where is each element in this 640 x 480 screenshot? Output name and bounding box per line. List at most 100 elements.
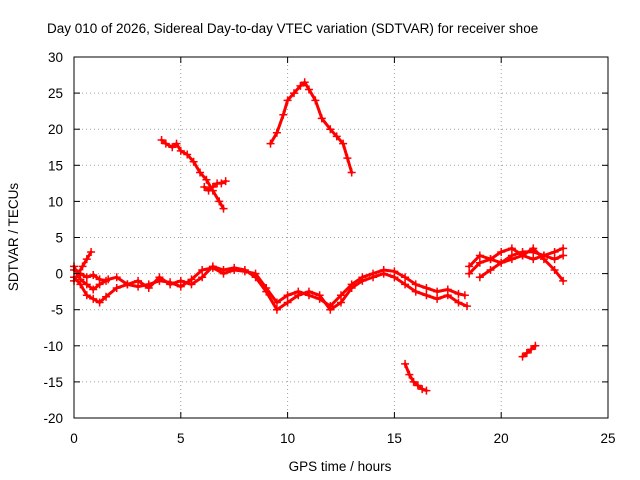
data-point-marker — [168, 143, 177, 152]
series-line — [72, 264, 469, 312]
data-point-marker — [559, 244, 568, 253]
data-point-marker — [176, 146, 185, 155]
data-point-marker — [347, 168, 356, 177]
data-point-marker — [215, 197, 224, 206]
x-tick-label: 20 — [494, 431, 509, 446]
data-point-marker — [465, 269, 474, 278]
data-point-marker — [102, 292, 111, 301]
data-point-marker — [95, 275, 104, 284]
data-point-marker — [183, 150, 192, 159]
y-tick-label: -5 — [51, 303, 63, 318]
data-point-marker — [507, 244, 516, 253]
data-point-marker — [497, 247, 506, 256]
series-line — [467, 246, 565, 276]
data-point-marker — [475, 258, 484, 267]
data-point-marker — [529, 247, 538, 256]
data-point-marker — [294, 291, 303, 300]
data-point-marker — [550, 265, 559, 274]
data-point-marker — [465, 262, 474, 271]
data-point-marker — [317, 114, 326, 123]
data-point-marker — [454, 289, 463, 298]
data-point-marker — [347, 284, 356, 293]
series-7 — [266, 78, 356, 177]
data-point-marker — [219, 204, 228, 213]
series-1 — [70, 262, 472, 314]
grid-lines — [74, 57, 608, 418]
data-point-marker — [82, 255, 91, 264]
x-tick-label: 25 — [600, 431, 615, 446]
data-point-marker — [326, 125, 335, 134]
data-point-marker — [339, 139, 348, 148]
data-point-marker — [112, 284, 121, 293]
data-point-marker — [411, 280, 420, 289]
data-point-marker — [518, 352, 527, 361]
data-point-marker — [332, 132, 341, 141]
chart-title: Day 010 of 2026, Sidereal Day-to-day VTE… — [47, 21, 538, 36]
x-tick-label: 5 — [177, 431, 185, 446]
data-point-marker — [155, 273, 164, 282]
data-point-marker — [337, 291, 345, 300]
data-point-marker — [112, 273, 121, 282]
y-tick-label: 0 — [55, 267, 63, 282]
data-point-marker — [283, 96, 292, 105]
data-point-marker — [290, 89, 299, 98]
data-point-marker — [161, 139, 170, 148]
data-point-marker — [527, 345, 536, 354]
data-point-marker — [266, 139, 275, 148]
y-axis-label: SDTVAR / TECUs — [6, 183, 21, 292]
data-point-marker — [204, 186, 213, 195]
data-point-marker — [89, 271, 98, 280]
series-6 — [475, 247, 568, 282]
data-point-marker — [219, 265, 228, 274]
data-point-marker — [550, 247, 559, 256]
data-point-marker — [262, 287, 271, 296]
data-point-marker — [559, 276, 568, 285]
data-point-marker — [272, 305, 281, 314]
data-point-marker — [531, 341, 540, 350]
data-point-marker — [82, 291, 91, 300]
data-point-marker — [78, 262, 87, 271]
y-tick-label: 30 — [48, 50, 63, 65]
x-axis-label: GPS time / hours — [289, 459, 392, 474]
data-point-marker — [230, 263, 239, 272]
x-tick-label: 0 — [70, 431, 78, 446]
x-tick-label: 15 — [387, 431, 402, 446]
y-tick-label: 10 — [48, 194, 63, 209]
data-point-marker — [251, 273, 260, 282]
data-point-marker — [283, 291, 292, 300]
data-point-marker — [304, 287, 313, 296]
data-point-marker — [279, 110, 288, 119]
data-point-marker — [475, 251, 484, 260]
data-point-marker — [300, 78, 309, 87]
data-point-marker — [413, 381, 422, 390]
data-point-marker — [283, 298, 292, 307]
data-point-marker — [418, 385, 427, 394]
data-point-marker — [89, 285, 98, 294]
data-point-marker — [390, 273, 399, 282]
series-10 — [401, 359, 431, 395]
data-point-marker — [189, 157, 198, 166]
data-point-marker — [507, 251, 516, 260]
axis-ticks: 0 5 10 15 20 25 -20 -15 -10 -5 0 5 10 15 20 25 30 — [43, 50, 615, 446]
series-line — [467, 246, 565, 283]
data-point-marker — [187, 280, 196, 289]
data-point-marker — [198, 273, 207, 282]
y-tick-label: 15 — [48, 158, 63, 173]
data-point-marker — [272, 128, 281, 137]
data-point-marker — [144, 284, 153, 293]
data-point-marker — [95, 298, 104, 307]
data-point-marker — [87, 247, 96, 256]
data-point-marker — [550, 255, 559, 264]
data-point-marker — [433, 294, 442, 303]
y-tick-label: -15 — [43, 375, 63, 390]
data-point-marker — [196, 168, 205, 177]
data-point-marker — [102, 276, 111, 285]
data-point-marker — [337, 298, 345, 307]
y-tick-label: 20 — [48, 122, 63, 137]
data-point-marker — [559, 251, 568, 260]
data-point-marker — [202, 175, 211, 184]
data-point-marker — [529, 255, 538, 264]
data-point-marker — [89, 294, 98, 303]
data-point-marker — [422, 291, 431, 300]
data-point-marker — [463, 302, 472, 311]
